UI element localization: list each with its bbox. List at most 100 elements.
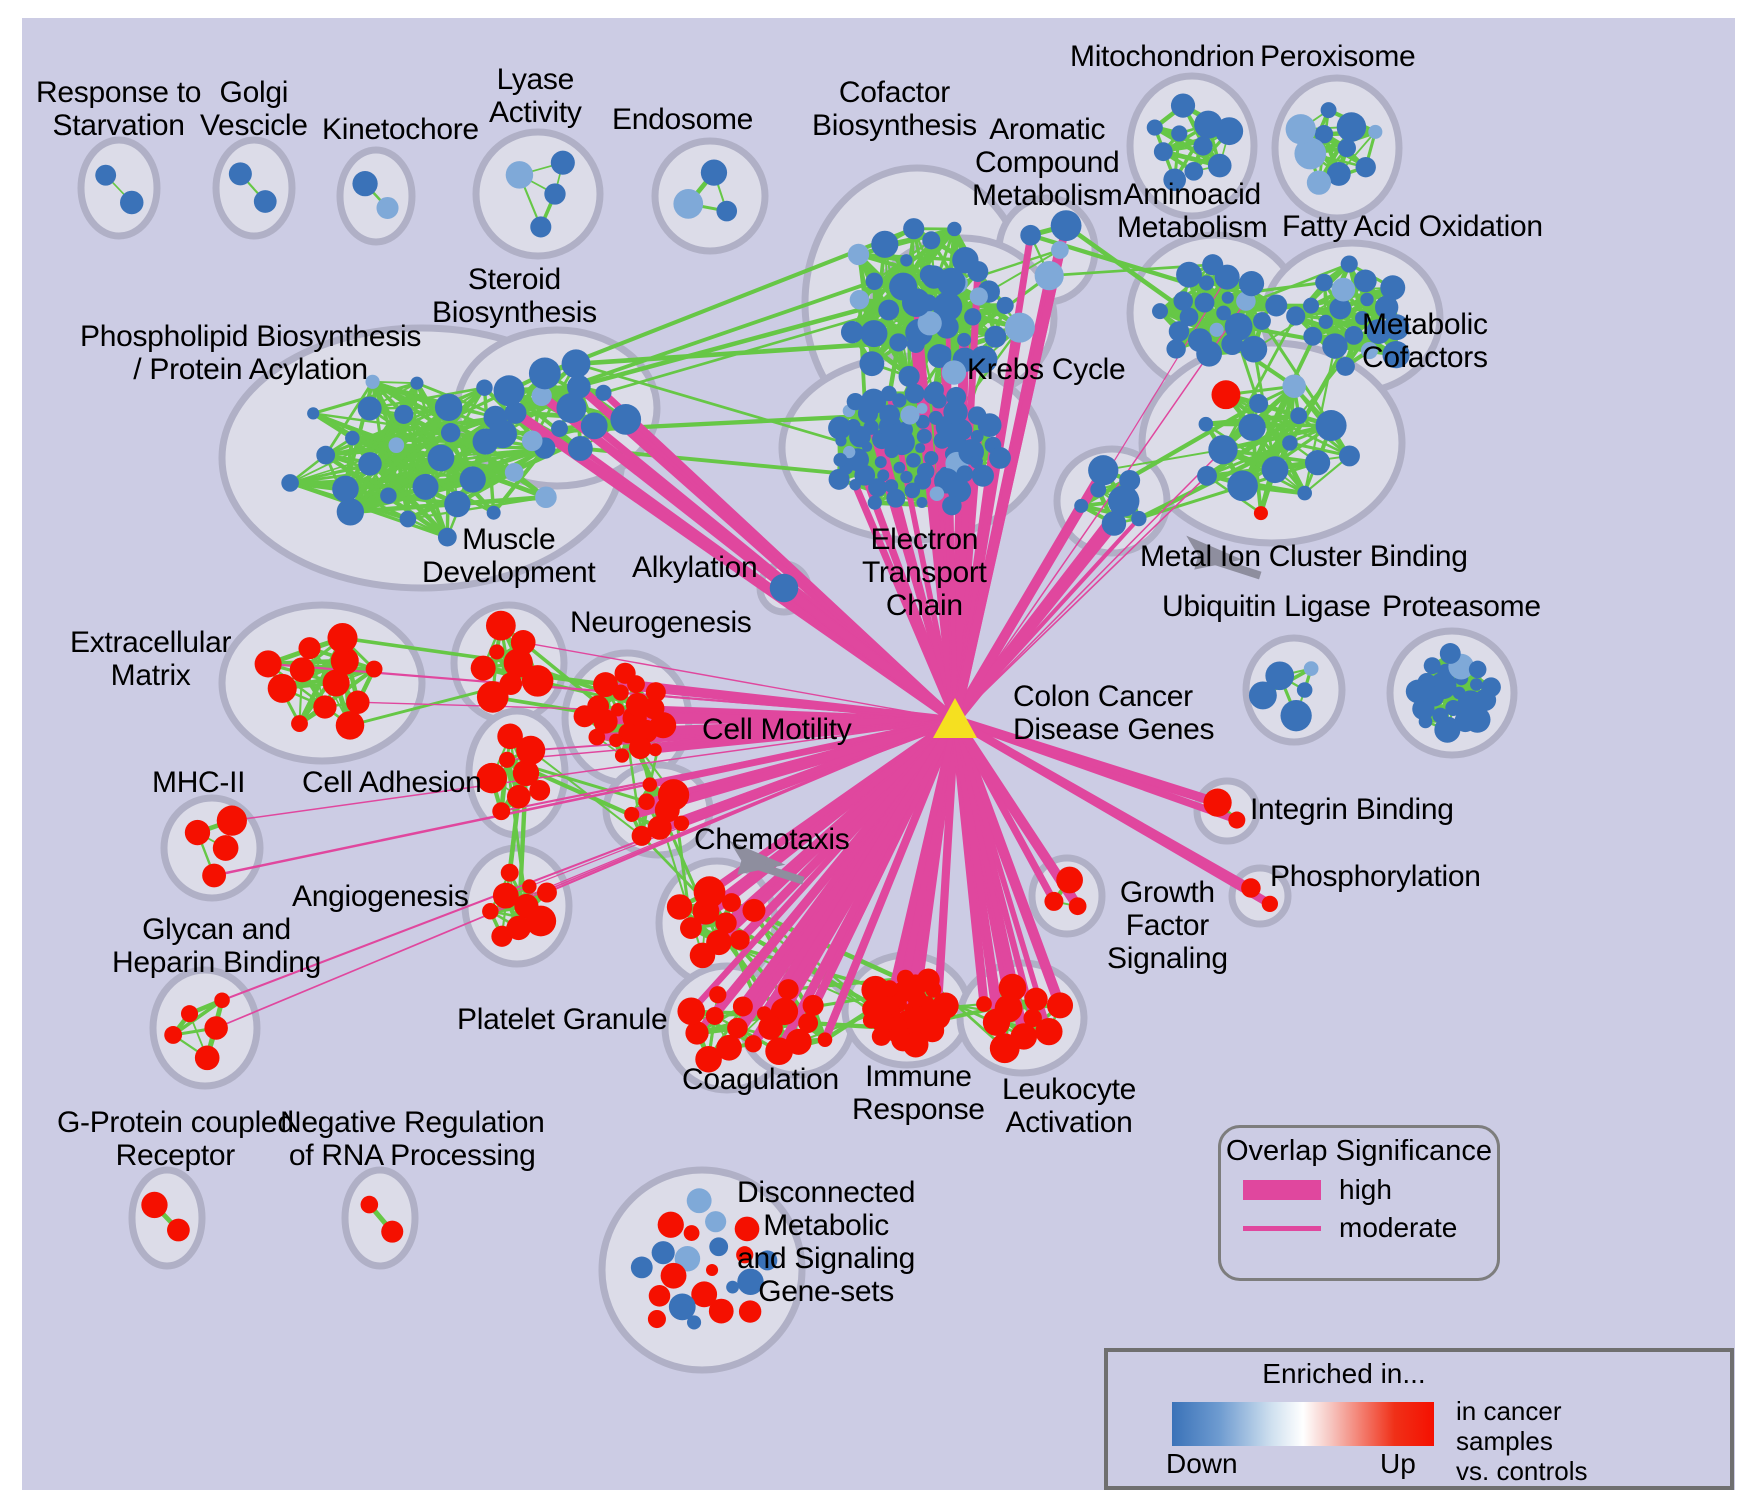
gene-set-node[interactable] <box>900 405 920 425</box>
gene-set-node[interactable] <box>1176 261 1202 288</box>
gene-set-node[interactable] <box>687 1315 702 1330</box>
gene-set-node[interactable] <box>709 986 727 1004</box>
gene-set-node[interactable] <box>1023 1008 1042 1028</box>
gene-set-node[interactable] <box>504 462 524 482</box>
gene-set-node[interactable] <box>345 430 360 446</box>
gene-set-node[interactable] <box>1434 716 1461 743</box>
gene-set-node[interactable] <box>1322 333 1348 359</box>
gene-set-node[interactable] <box>120 190 144 215</box>
gene-set-node[interactable] <box>499 751 516 768</box>
gene-set-node[interactable] <box>1303 661 1319 676</box>
gene-set-node[interactable] <box>726 1280 739 1294</box>
gene-set-node[interactable] <box>673 815 690 832</box>
gene-set-node[interactable] <box>180 1005 199 1023</box>
gene-set-node[interactable] <box>906 334 925 353</box>
gene-set-node[interactable] <box>708 1298 734 1324</box>
gene-set-node[interactable] <box>849 478 861 491</box>
gene-set-node[interactable] <box>1170 93 1196 118</box>
gene-set-node[interactable] <box>1171 125 1188 142</box>
gene-set-node[interactable] <box>922 231 941 250</box>
gene-set-node[interactable] <box>1304 450 1331 476</box>
gene-set-node[interactable] <box>492 802 511 821</box>
gene-set-node[interactable] <box>488 419 517 449</box>
gene-set-node[interactable] <box>1221 291 1234 304</box>
gene-set-node[interactable] <box>950 418 973 441</box>
gene-set-node[interactable] <box>705 1263 719 1277</box>
gene-set-node[interactable] <box>734 1216 760 1242</box>
gene-set-node[interactable] <box>1296 682 1313 698</box>
gene-set-node[interactable] <box>680 917 702 939</box>
gene-set-node[interactable] <box>1331 277 1356 302</box>
gene-set-node[interactable] <box>1383 314 1410 341</box>
gene-set-node[interactable] <box>1216 305 1231 321</box>
gene-set-node[interactable] <box>1253 312 1271 330</box>
gene-set-node[interactable] <box>610 404 642 435</box>
gene-set-node[interactable] <box>1280 700 1312 732</box>
gene-set-node[interactable] <box>357 396 382 421</box>
gene-set-node[interactable] <box>936 267 966 297</box>
gene-set-node[interactable] <box>437 527 457 547</box>
gene-set-node[interactable] <box>971 464 994 487</box>
gene-set-node[interactable] <box>1439 643 1461 664</box>
gene-set-node[interactable] <box>1405 679 1430 704</box>
gene-set-node[interactable] <box>1020 224 1041 246</box>
gene-set-node[interactable] <box>1468 660 1487 679</box>
gene-set-node[interactable] <box>1318 314 1333 329</box>
gene-set-node[interactable] <box>556 393 587 423</box>
gene-set-node[interactable] <box>868 478 887 497</box>
gene-set-node[interactable] <box>1090 481 1107 498</box>
gene-set-node[interactable] <box>624 806 640 822</box>
gene-set-node[interactable] <box>846 392 864 411</box>
gene-set-node[interactable] <box>573 705 596 728</box>
gene-set-node[interactable] <box>1470 678 1483 691</box>
gene-set-node[interactable] <box>967 260 989 282</box>
gene-set-node[interactable] <box>1423 657 1441 675</box>
gene-set-node[interactable] <box>744 1035 762 1053</box>
gene-set-node[interactable] <box>399 510 417 528</box>
gene-set-node[interactable] <box>1194 292 1215 313</box>
gene-set-node[interactable] <box>695 1045 722 1073</box>
gene-set-node[interactable] <box>1173 291 1193 311</box>
gene-set-node[interactable] <box>141 1191 168 1219</box>
gene-set-node[interactable] <box>915 414 930 429</box>
gene-set-node[interactable] <box>742 898 766 922</box>
gene-set-node[interactable] <box>861 975 890 1004</box>
gene-set-node[interactable] <box>1209 322 1224 337</box>
gene-set-node[interactable] <box>705 1006 724 1025</box>
gene-set-node[interactable] <box>444 490 471 518</box>
gene-set-node[interactable] <box>854 464 876 486</box>
gene-set-node[interactable] <box>440 422 461 443</box>
gene-set-node[interactable] <box>322 669 350 697</box>
gene-set-node[interactable] <box>1241 878 1261 898</box>
gene-set-node[interactable] <box>828 416 852 440</box>
gene-set-node[interactable] <box>212 835 239 861</box>
gene-set-node[interactable] <box>757 1250 778 1271</box>
gene-set-node[interactable] <box>1050 210 1082 242</box>
gene-set-node[interactable] <box>567 435 593 461</box>
gene-set-node[interactable] <box>1320 102 1337 119</box>
gene-set-node[interactable] <box>657 1211 684 1238</box>
gene-set-node[interactable] <box>758 1015 783 1040</box>
gene-set-node[interactable] <box>529 779 551 801</box>
gene-set-node[interactable] <box>1152 303 1169 320</box>
gene-set-node[interactable] <box>476 762 507 794</box>
gene-set-node[interactable] <box>1207 153 1232 178</box>
gene-set-node[interactable] <box>365 374 380 389</box>
gene-set-node[interactable] <box>1198 416 1214 432</box>
network-graph[interactable] <box>22 18 1735 1490</box>
gene-set-node[interactable] <box>1335 356 1355 376</box>
gene-set-node[interactable] <box>1215 117 1244 146</box>
gene-set-node[interactable] <box>550 150 575 175</box>
gene-set-node[interactable] <box>638 793 655 811</box>
gene-set-node[interactable] <box>614 748 630 763</box>
gene-set-node[interactable] <box>1282 374 1306 398</box>
gene-set-node[interactable] <box>506 784 531 809</box>
gene-set-node[interactable] <box>1168 321 1190 342</box>
gene-set-node[interactable] <box>1199 275 1215 291</box>
gene-set-node[interactable] <box>184 819 211 846</box>
gene-set-node[interactable] <box>1336 112 1367 142</box>
gene-set-node[interactable] <box>530 216 552 238</box>
gene-set-node[interactable] <box>630 1256 653 1279</box>
gene-set-node[interactable] <box>996 296 1014 315</box>
gene-set-node[interactable] <box>1360 341 1379 360</box>
